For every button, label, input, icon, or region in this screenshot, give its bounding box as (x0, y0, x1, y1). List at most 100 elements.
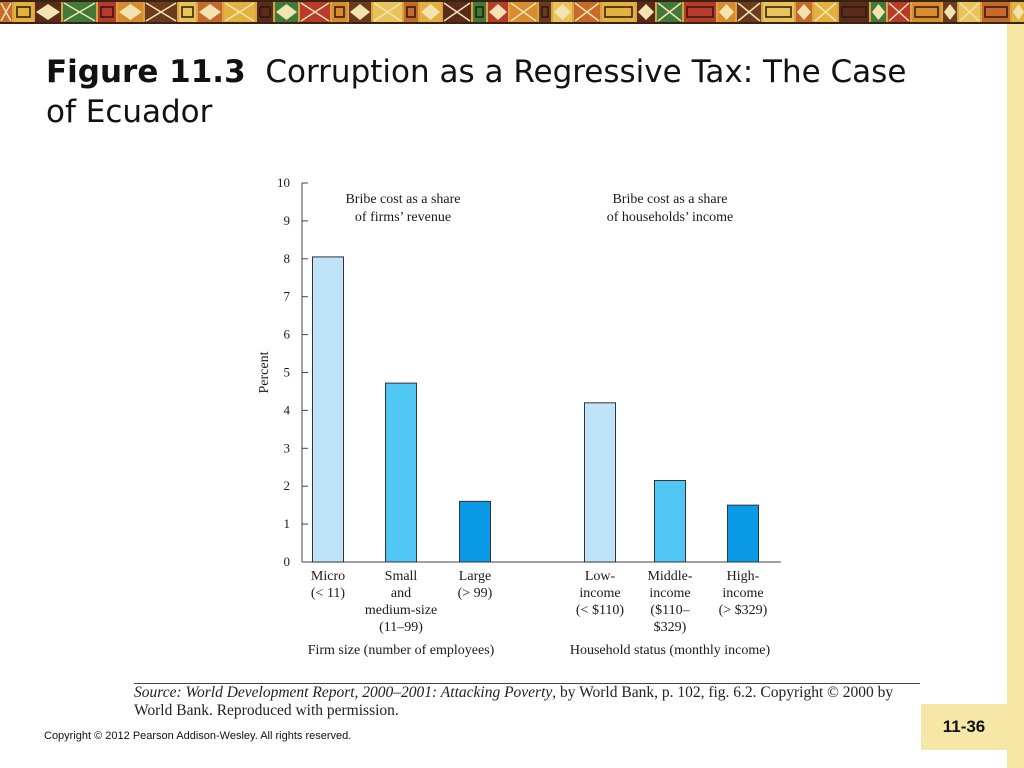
bar (312, 256, 344, 563)
kente-square (604, 6, 633, 18)
x-category-label: (< $110) (576, 603, 625, 618)
figure-number: Figure 11.3 (46, 54, 246, 90)
y-tick-label: 8 (284, 251, 291, 266)
kente-diamond (872, 4, 885, 20)
kente-cross (959, 2, 980, 22)
source-note: Source: World Development Report, 2000–2… (134, 684, 934, 720)
bar (727, 504, 759, 563)
kente-diamond (719, 4, 734, 20)
kente-diamond (199, 4, 221, 20)
kente-pattern-banner (0, 0, 1024, 24)
kente-block (982, 2, 1010, 22)
x-category-label: High- (727, 569, 760, 584)
kente-cross (300, 2, 330, 22)
x-category-label: (< 11) (311, 586, 346, 601)
page-number: 11-36 (942, 717, 986, 736)
kente-block (473, 2, 486, 22)
kente-block (539, 2, 551, 22)
kente-block (912, 2, 941, 22)
x-category-label: medium-size (365, 603, 437, 618)
x-category-label: Small (385, 569, 418, 584)
y-tick-label: 0 (284, 554, 291, 569)
kente-cross (737, 2, 761, 22)
kente-square (259, 6, 271, 18)
bribe-cost-bar-chart: 0 1 2 3 4 5 6 7 8 9 10 Percent Bribe cost as a shar… (257, 175, 781, 658)
kente-block (839, 2, 869, 22)
y-tick-label: 1 (284, 516, 291, 531)
kente-diamond (1013, 4, 1024, 20)
kente-cross (0, 2, 12, 22)
kente-block (602, 2, 635, 22)
x-category-label: (> 99) (458, 586, 493, 601)
kente-bottom-edge (0, 22, 1024, 24)
kente-diamond (36, 4, 60, 20)
kente-diamond (489, 4, 507, 20)
x-category-label: Large (459, 569, 491, 584)
kente-square (475, 6, 484, 18)
y-tick-label: 7 (284, 289, 291, 304)
kente-block (763, 2, 794, 22)
chart-axes: 0 1 2 3 4 5 6 7 8 9 10 Percent (257, 175, 781, 569)
bar (385, 382, 417, 563)
kente-cross (814, 2, 837, 22)
page-number-badge: 11-36 (921, 704, 1007, 750)
y-tick-label: 2 (284, 478, 291, 493)
x-category-label: $329) (654, 620, 687, 635)
y-tick-label: 10 (277, 175, 290, 190)
y-tick-label: 4 (284, 402, 291, 417)
kente-diamond (554, 4, 571, 20)
x-category-label: (> $329) (719, 603, 768, 618)
y-tick-label: 3 (284, 440, 291, 455)
copyright-notice: Copyright © 2012 Pearson Addison-Wesley.… (44, 730, 352, 742)
slide-title: Figure 11.3 Corruption as a Regressive T… (46, 52, 946, 132)
x-category-label: income (649, 586, 690, 601)
group-x-axis-label: Firm size (number of employees) (308, 643, 495, 658)
kente-cross (63, 2, 96, 22)
x-category-label: Low- (585, 569, 616, 584)
kente-block (404, 2, 418, 22)
kente-cross (888, 2, 910, 22)
x-category-label: (11–99) (379, 620, 423, 635)
kente-square (406, 6, 416, 18)
kente-diamond (119, 4, 142, 20)
figure-title-text: Corruption as a Regressive Tax: The Case… (46, 54, 907, 130)
source-prefix: Source: (134, 684, 182, 701)
chart-labels: Bribe cost as a share of firms’ revenue Mi… (308, 192, 771, 658)
side-accent-strip (1007, 24, 1024, 768)
kente-block (684, 2, 716, 22)
x-category-label: income (722, 586, 763, 601)
kente-square (100, 6, 114, 18)
bar (584, 402, 616, 563)
group-title-line: of households’ income (607, 210, 734, 225)
x-category-label: Middle- (647, 569, 692, 584)
kente-square (765, 6, 792, 18)
source-publication: World Development Report, 2000–2001: Att… (185, 684, 553, 701)
kente-cross (145, 2, 177, 22)
source-details: , by World Bank, p. 102, fig. 6.2. Copyr… (134, 684, 894, 719)
y-axis-label: Percent (257, 351, 272, 393)
source-divider (134, 683, 920, 684)
kente-square (541, 6, 549, 18)
x-category-label: Micro (311, 569, 345, 584)
kente-cross (224, 2, 255, 22)
kente-diamond (638, 4, 654, 20)
kente-square (841, 6, 867, 18)
kente-cross (373, 2, 402, 22)
x-category-label: and (391, 586, 411, 601)
group-title-line: of firms’ revenue (355, 210, 451, 225)
kente-diamond (944, 4, 956, 20)
y-tick-label: 5 (284, 365, 291, 380)
kente-square (686, 6, 714, 18)
y-tick-label: 9 (284, 213, 291, 228)
kente-cross (657, 2, 682, 22)
x-category-label: income (579, 586, 620, 601)
kente-diamond (797, 4, 811, 20)
kente-square (181, 6, 194, 18)
kente-square (334, 6, 345, 18)
kente-cross (443, 2, 471, 22)
kente-square (984, 6, 1008, 18)
kente-cross (510, 2, 537, 22)
kente-diamond (276, 4, 297, 20)
kente-cross (574, 2, 600, 22)
chart-bars (312, 256, 759, 563)
